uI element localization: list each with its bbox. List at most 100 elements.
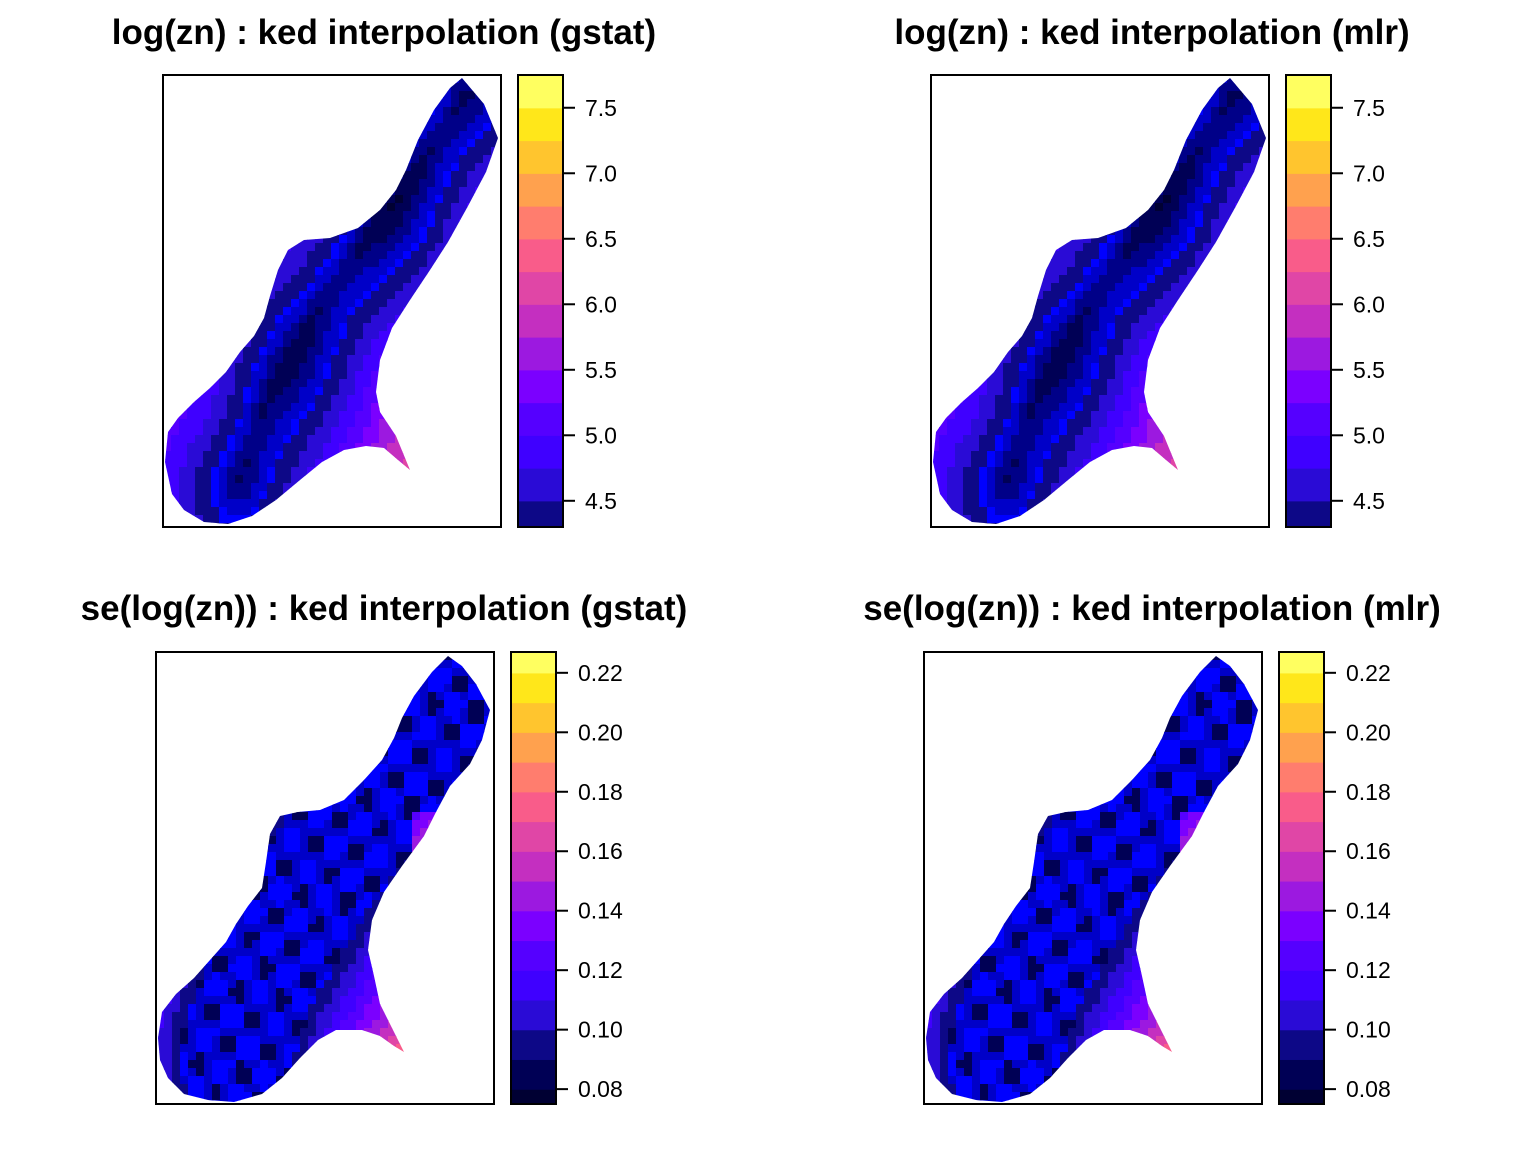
map-cell: [165, 227, 172, 236]
map-cell: [1011, 291, 1020, 300]
map-cell: [203, 427, 212, 436]
map-cell: [1003, 339, 1012, 348]
map-cell: [1059, 315, 1068, 324]
map-cell: [933, 219, 940, 228]
map-cell: [259, 187, 268, 196]
map-cell: [1075, 83, 1084, 92]
map-cell: [315, 179, 324, 188]
map-cell: [1211, 259, 1220, 268]
map-cell: [267, 355, 276, 364]
map-cell: [259, 283, 268, 292]
map-cell: [171, 139, 180, 148]
map-cell: [1115, 275, 1124, 284]
map-cell: [211, 195, 220, 204]
map-cell: [1011, 483, 1020, 492]
map-cell: [1195, 251, 1204, 260]
map-cell: [1179, 259, 1188, 268]
map-cell: [315, 507, 324, 516]
map-cell: [395, 259, 404, 268]
map-cell: [1187, 227, 1196, 236]
map-cell: [1259, 323, 1266, 332]
map-cell: [451, 235, 460, 244]
map-cell: [1091, 411, 1100, 420]
map-cell: [475, 251, 484, 260]
map-cell: [251, 227, 260, 236]
map-cell: [419, 107, 428, 116]
map-cell: [987, 435, 996, 444]
map-cell: [995, 275, 1004, 284]
map-cell: [227, 459, 236, 468]
map-cell: [379, 211, 388, 220]
map-cell: [211, 507, 220, 516]
map-cell: [427, 483, 436, 492]
map-cell: [995, 219, 1004, 228]
map-cell: [459, 235, 468, 244]
map-cell: [379, 115, 388, 124]
map-cell: [1107, 131, 1116, 140]
map-cell: [1243, 315, 1252, 324]
map-cell: [187, 507, 196, 516]
map-cell: [1235, 219, 1244, 228]
map-cell: [979, 307, 988, 316]
map-cell: [363, 291, 372, 300]
map-cell: [1035, 331, 1044, 340]
map-cell: [955, 155, 964, 164]
map-cell: [1171, 435, 1180, 444]
map-cell: [395, 299, 404, 308]
map-cell: [227, 347, 236, 356]
map-cell: [355, 78, 364, 84]
map-cell: [403, 155, 412, 164]
map-cell: [947, 155, 956, 164]
map-cell: [939, 91, 948, 100]
map-cell: [291, 235, 300, 244]
map-cell: [1251, 387, 1260, 396]
map-cell: [235, 195, 244, 204]
map-cell: [971, 435, 980, 444]
map-cell: [1115, 267, 1124, 276]
map-cell: [1019, 331, 1028, 340]
map-cell: [1211, 411, 1220, 420]
map-cell: [379, 107, 388, 116]
map-cell: [459, 219, 468, 228]
map-cell: [1115, 219, 1124, 228]
map-cell: [235, 395, 244, 404]
map-cell: [283, 347, 292, 356]
map-cell: [1163, 347, 1172, 356]
map-cell: [483, 363, 492, 372]
map-cell: [987, 267, 996, 276]
map-cell: [403, 243, 412, 252]
map-cell: [443, 299, 452, 308]
map-cell: [971, 475, 980, 484]
map-cell: [1003, 379, 1012, 388]
map-cell: [403, 459, 412, 468]
map-cell: [435, 339, 444, 348]
map-cell: [188, 656, 197, 661]
map-cell: [371, 147, 380, 156]
map-cell: [459, 203, 468, 212]
map-cell: [1019, 147, 1028, 156]
map-cell: [1203, 363, 1212, 372]
map-cell: [995, 115, 1004, 124]
map-cell: [1003, 99, 1012, 108]
map-cell: [1019, 491, 1028, 500]
map-cell: [435, 315, 444, 324]
map-cell: [299, 243, 308, 252]
map-cell: [1259, 123, 1266, 132]
map-cell: [1043, 427, 1052, 436]
map-cell: [299, 99, 308, 108]
map-cell: [1003, 483, 1012, 492]
map-cell: [165, 323, 172, 332]
map-cell: [435, 443, 444, 452]
map-cell: [1003, 467, 1012, 476]
map-cell: [979, 395, 988, 404]
map-cell: [219, 443, 228, 452]
map-cell: [1059, 251, 1068, 260]
map-cell: [267, 187, 276, 196]
map-cell: [1051, 427, 1060, 436]
map-cell: [1043, 323, 1052, 332]
map-cell: [1099, 499, 1108, 508]
map-cell: [195, 355, 204, 364]
map-cell: [1187, 195, 1196, 204]
map-cell: [1171, 379, 1180, 388]
map-cell: [1219, 259, 1228, 268]
